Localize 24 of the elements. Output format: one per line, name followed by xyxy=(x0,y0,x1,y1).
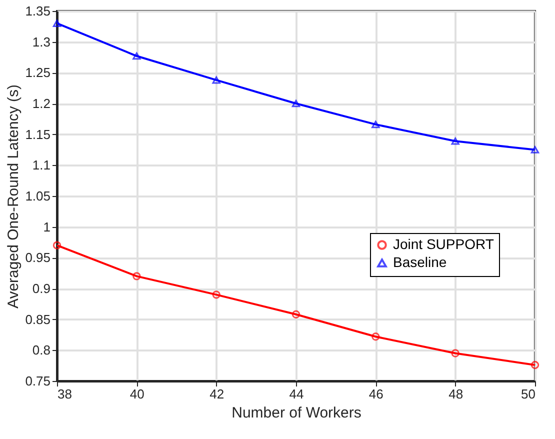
x-tick-label: 44 xyxy=(289,386,304,402)
y-tick-label: 1.05 xyxy=(25,188,50,204)
x-axis-title: Number of Workers xyxy=(232,404,362,422)
legend-label: Joint SUPPORT xyxy=(393,236,494,252)
y-tick-label: 1 xyxy=(43,219,50,234)
legend-label: Baseline xyxy=(393,254,447,270)
x-tick-label: 40 xyxy=(130,386,144,402)
x-tick-label: 38 xyxy=(58,386,72,402)
x-tick-label: 50 xyxy=(521,386,536,402)
y-tick-label: 0.95 xyxy=(25,250,50,266)
y-tick-label: 1.3 xyxy=(32,34,50,50)
y-axis-title: Averaged One-Round Latency (s) xyxy=(5,84,22,309)
y-tick-label: 0.85 xyxy=(25,312,50,327)
y-tick-label: 0.9 xyxy=(32,281,50,296)
y-tick-label: 1.15 xyxy=(25,126,50,142)
y-tick-label: 1.35 xyxy=(25,4,50,18)
y-tick-label: 0.8 xyxy=(32,342,50,358)
y-tick-label: 1.1 xyxy=(32,158,50,173)
x-tick-label: 48 xyxy=(448,386,464,402)
y-tick-label: 0.75 xyxy=(25,374,50,388)
x-tick-label: 42 xyxy=(210,386,224,402)
y-tick-label: 1.2 xyxy=(32,96,50,111)
x-tick-label: 46 xyxy=(368,386,384,402)
y-tick-label: 1.25 xyxy=(25,65,50,80)
